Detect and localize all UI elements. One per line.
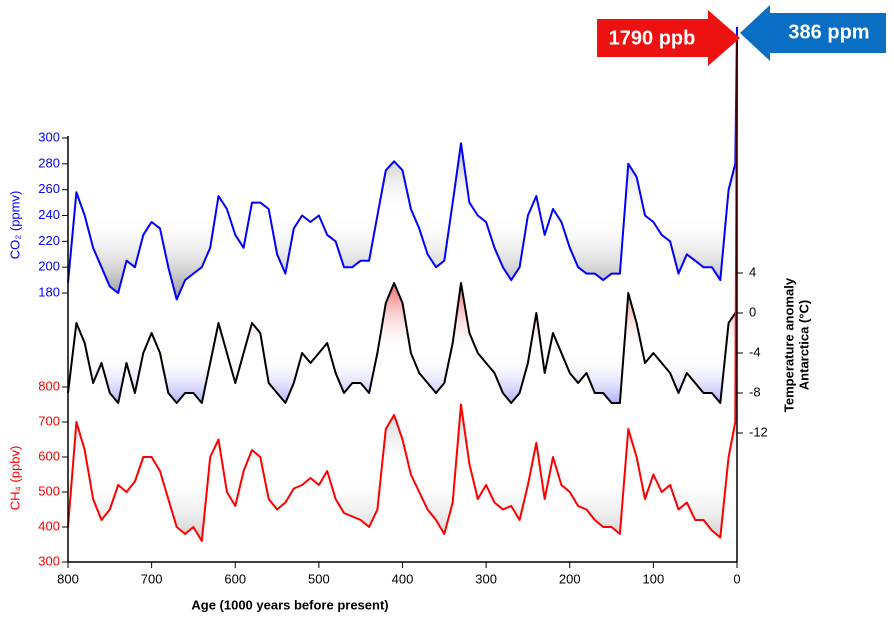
y-tick-label: 300 bbox=[38, 553, 60, 568]
y-tick-label: -8 bbox=[749, 384, 761, 399]
y-axis-label: Antarctica (°C) bbox=[796, 300, 811, 390]
plot-area bbox=[67, 26, 738, 542]
x-tick-label: 500 bbox=[308, 571, 330, 586]
y-tick-label: 240 bbox=[38, 207, 60, 222]
area bbox=[68, 283, 737, 403]
annotation: 386 ppm bbox=[788, 21, 869, 43]
y-tick-label: 400 bbox=[38, 518, 60, 533]
y-tick-label: 700 bbox=[38, 413, 60, 428]
x-tick-label: 600 bbox=[224, 571, 246, 586]
area bbox=[68, 26, 737, 300]
y-tick-label: 4 bbox=[749, 264, 756, 279]
area bbox=[68, 40, 737, 541]
x-tick-label: 700 bbox=[141, 571, 163, 586]
x-axis-label: Age (1000 years before present) bbox=[191, 597, 388, 612]
x-tick-label: 200 bbox=[559, 571, 581, 586]
y-tick-label: 800 bbox=[38, 378, 60, 393]
x-tick-label: 0 bbox=[733, 571, 740, 586]
x-tick-label: 400 bbox=[392, 571, 414, 586]
annotation-arrow bbox=[597, 10, 740, 66]
y-tick-label: -12 bbox=[749, 424, 768, 439]
y-tick-label: 180 bbox=[38, 284, 60, 299]
line bbox=[67, 40, 738, 542]
line bbox=[67, 26, 738, 301]
annotation-arrow bbox=[740, 5, 886, 61]
y-tick-label: 280 bbox=[38, 155, 60, 170]
y-tick-label: 600 bbox=[38, 448, 60, 463]
y-tick-label: 300 bbox=[38, 129, 60, 144]
y-tick-label: -4 bbox=[749, 344, 761, 359]
x-tick-label: 800 bbox=[57, 571, 79, 586]
y-tick-label: 500 bbox=[38, 483, 60, 498]
y-tick-label: 200 bbox=[38, 259, 60, 274]
y-tick-label: 220 bbox=[38, 233, 60, 248]
annotation: 1790 ppb bbox=[609, 27, 696, 49]
x-tick-label: 300 bbox=[475, 571, 497, 586]
y-axis-label: Temperature anomaly bbox=[781, 277, 796, 412]
y-axis-label: CO₂ (ppmv) bbox=[7, 191, 22, 260]
x-tick-label: 100 bbox=[643, 571, 665, 586]
y-axis-label: CH₄ (ppbv) bbox=[7, 446, 22, 511]
y-tick-label: 260 bbox=[38, 181, 60, 196]
line bbox=[67, 282, 737, 404]
y-tick-label: 0 bbox=[749, 304, 756, 319]
